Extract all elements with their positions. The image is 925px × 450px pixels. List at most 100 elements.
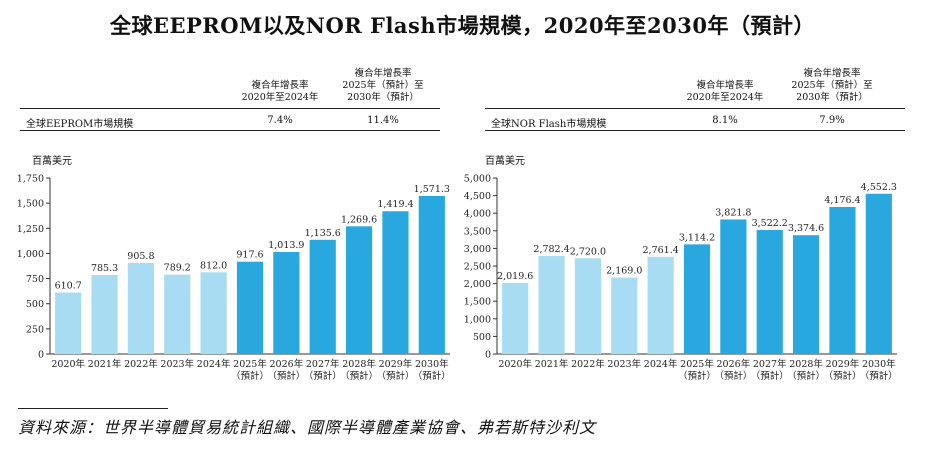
y-tick-label: 2,500 xyxy=(464,262,491,273)
y-tick-label: 3,500 xyxy=(464,226,491,237)
bar-value-label: 785.3 xyxy=(91,263,118,274)
cagr-value-historical: 8.1% xyxy=(712,115,738,126)
y-tick-label: 0 xyxy=(485,350,491,361)
header-line: 2025年（預計）至 xyxy=(791,80,873,91)
table-row-label: 全球EEPROM市場規模 xyxy=(26,119,134,130)
header-line: 2020年至2024年 xyxy=(241,92,319,103)
x-tick-sublabel: （預計） xyxy=(340,370,378,382)
bar xyxy=(418,195,445,354)
header-line: 複合年增長率 xyxy=(803,68,861,79)
x-tick-label: 2026年 xyxy=(717,358,751,370)
y-tick-label: 1,000 xyxy=(464,314,491,325)
bar-value-label: 2,169.0 xyxy=(606,266,642,277)
x-tick-label: 2022年 xyxy=(124,358,158,370)
x-tick-sublabel: （預計） xyxy=(267,370,305,382)
y-tick-label: 500 xyxy=(473,332,491,343)
x-tick-label: 2029年 xyxy=(826,358,860,370)
bar-value-label: 3,522.2 xyxy=(752,218,788,229)
header-line: 複合年增長率 xyxy=(251,80,309,91)
cagr-header-historical: 複合年增長率 2020年至2024年 xyxy=(685,80,765,104)
table-rule-bottom xyxy=(20,130,440,131)
x-tick-label: 2021年 xyxy=(88,358,122,370)
cagr-header-forecast: 複合年增長率 2025年（預計）至 2030年（預計） xyxy=(338,68,428,104)
header-line: 2025年（預計）至 xyxy=(342,80,424,91)
x-tick-label: 2027年 xyxy=(306,358,340,370)
bar-value-label: 2,761.4 xyxy=(643,245,679,256)
bar-value-label: 4,552.3 xyxy=(861,182,897,193)
y-tick-label: 250 xyxy=(26,324,44,335)
bar-value-label: 2,720.0 xyxy=(570,246,606,257)
x-tick-sublabel: （預計） xyxy=(678,370,716,382)
x-tick-label: 2020年 xyxy=(498,358,532,370)
source-divider xyxy=(18,408,168,409)
x-tick-sublabel: （預計） xyxy=(413,370,451,382)
y-tick-label: 1,250 xyxy=(17,224,44,235)
header-line: 2020年至2024年 xyxy=(686,92,764,103)
bar-value-label: 1,419.4 xyxy=(377,199,413,210)
x-tick-sublabel: （預計） xyxy=(231,370,269,382)
x-tick-label: 2023年 xyxy=(160,358,194,370)
cagr-value-forecast: 11.4% xyxy=(367,115,399,126)
x-tick-label: 2025年 xyxy=(680,358,714,370)
x-tick-sublabel: （預計） xyxy=(304,370,342,382)
bar xyxy=(647,256,674,354)
x-tick-sublabel: （預計） xyxy=(823,370,861,382)
cagr-value-historical: 7.4% xyxy=(267,115,293,126)
bar-value-label: 917.6 xyxy=(236,250,263,261)
x-tick-label: 2024年 xyxy=(197,358,231,370)
bar-value-label: 2,782.4 xyxy=(533,244,569,255)
x-tick-label: 2029年 xyxy=(379,358,413,370)
y-tick-label: 5,000 xyxy=(464,174,491,185)
x-tick-label: 2020年 xyxy=(51,358,85,370)
table-rule-top xyxy=(20,108,440,109)
bar xyxy=(273,252,300,354)
cagr-header-historical: 複合年增長率 2020年至2024年 xyxy=(240,80,320,104)
bar xyxy=(382,211,409,354)
bar-value-label: 3,374.6 xyxy=(788,223,824,234)
x-tick-label: 2030年 xyxy=(415,358,449,370)
x-tick-label: 2025年 xyxy=(233,358,267,370)
y-tick-label: 4,000 xyxy=(464,209,491,220)
bar xyxy=(127,262,154,354)
bar xyxy=(720,219,747,354)
cagr-header-forecast: 複合年增長率 2025年（預計）至 2030年（預計） xyxy=(787,68,877,104)
bar xyxy=(611,277,638,354)
y-tick-label: 750 xyxy=(26,274,44,285)
bar-value-label: 1,571.3 xyxy=(414,184,450,195)
y-tick-label: 500 xyxy=(26,299,44,310)
bar xyxy=(574,258,601,354)
eeprom-panel: 複合年增長率 2020年至2024年 複合年增長率 2025年（預計）至 203… xyxy=(17,62,451,392)
x-tick-sublabel: （預計） xyxy=(787,370,825,382)
x-tick-label: 2024年 xyxy=(644,358,678,370)
bar-value-label: 789.2 xyxy=(164,263,191,274)
bar-value-label: 1,013.9 xyxy=(268,240,304,251)
bar-value-label: 2,019.6 xyxy=(497,271,533,282)
bar xyxy=(200,272,227,354)
header-line: 複合年增長率 xyxy=(696,80,754,91)
bar xyxy=(683,244,711,354)
y-tick-label: 1,000 xyxy=(17,249,44,260)
table-rule-bottom xyxy=(485,130,905,131)
bar xyxy=(865,193,892,354)
bar-value-label: 1,135.6 xyxy=(305,228,341,239)
bar xyxy=(829,206,856,354)
bar-value-label: 4,176.4 xyxy=(824,195,860,206)
x-tick-label: 2026年 xyxy=(270,358,304,370)
y-axis-unit: 百萬美元 xyxy=(32,156,72,167)
bar xyxy=(309,239,336,354)
x-tick-label: 2023年 xyxy=(607,358,641,370)
y-tick-label: 1,500 xyxy=(464,297,491,308)
bar xyxy=(346,226,373,354)
x-tick-label: 2030年 xyxy=(862,358,896,370)
bar-value-label: 3,114.2 xyxy=(679,232,715,243)
x-tick-sublabel: （預計） xyxy=(376,370,414,382)
bar xyxy=(236,261,264,354)
x-tick-sublabel: （預計） xyxy=(860,370,898,382)
header-line: 2030年（預計） xyxy=(347,92,419,103)
page-title: 全球EEPROM以及NOR Flash市場規模，2020年至2030年（預計） xyxy=(109,13,816,38)
y-tick-label: 1,500 xyxy=(17,199,44,210)
x-tick-label: 2027年 xyxy=(753,358,787,370)
bar xyxy=(55,292,82,354)
y-tick-label: 3,000 xyxy=(464,244,491,255)
y-tick-label: 2,000 xyxy=(464,279,491,290)
